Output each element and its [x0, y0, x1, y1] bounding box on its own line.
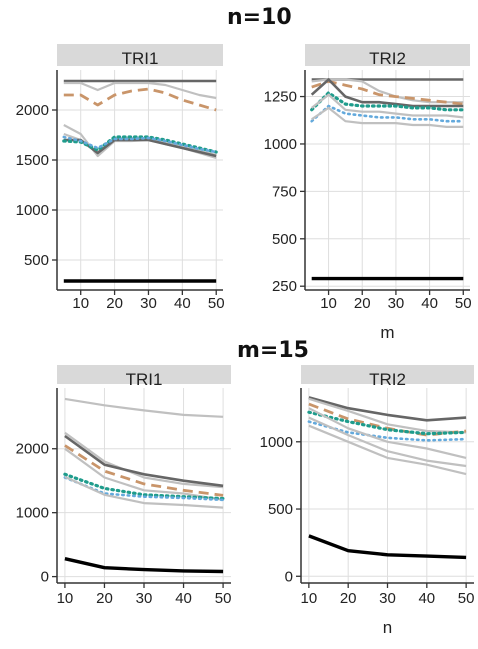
series-line-blue-dot	[310, 104, 465, 123]
series-line-light-solid	[63, 81, 217, 100]
x-tick-label: 30	[136, 590, 153, 607]
panel-strip-label: TRI1	[122, 49, 159, 68]
y-tick-label: 500	[272, 231, 297, 248]
series-line-teal-dot	[63, 472, 225, 501]
y-tick-label: 1000	[264, 136, 297, 153]
x-tick-label: 40	[421, 295, 438, 312]
x-tick-label: 10	[57, 590, 74, 607]
y-tick-label: 500	[268, 501, 293, 518]
y-tick-label: 750	[272, 183, 297, 200]
y-tick-label: 500	[24, 252, 49, 269]
y-tick-label: 1250	[264, 89, 297, 106]
series-line-tan-dash	[64, 444, 224, 497]
y-tick-label: 250	[272, 278, 297, 295]
y-tick-label: 0	[285, 568, 293, 585]
series-line-light-solid	[63, 124, 217, 160]
series-line-light-solid	[308, 424, 467, 476]
series-line-light-solid	[64, 447, 224, 501]
series-line-light-solid	[64, 397, 224, 418]
panel-tri1-2: TRI1 0 1000 2000 10 20 30 40 50	[16, 365, 232, 607]
panel-strip	[57, 44, 223, 66]
series-line-light-solid	[311, 93, 464, 119]
x-tick-label: 10	[320, 295, 337, 312]
panel-strip-label: TRI2	[369, 370, 406, 389]
x-axis-title: m	[380, 323, 394, 342]
x-tick-label: 50	[455, 295, 472, 312]
top-section-title: n=10	[227, 5, 292, 30]
x-axis-title: n	[383, 618, 392, 637]
panel-strip-label: TRI1	[126, 370, 163, 389]
x-tick-label: 50	[208, 295, 225, 312]
series-line-tan-dash	[311, 80, 464, 106]
x-tick-label: 50	[458, 590, 475, 607]
x-tick-label: 30	[379, 590, 396, 607]
series-line-light-solid	[64, 475, 224, 509]
panel-strip	[301, 365, 474, 384]
x-tick-label: 10	[301, 590, 318, 607]
y-tick-label: 1000	[16, 202, 49, 219]
series-line-light-solid	[308, 416, 467, 468]
panel-tri2-1: TRI2 250 500 750 1000 1250 10 20 30 40 50 m	[264, 44, 472, 342]
panel-tri1-0: TRI1 500 1000 1500 2000 10 20 30 40 50	[16, 44, 225, 312]
x-tick-label: 20	[106, 295, 123, 312]
series-line-teal-dot	[310, 91, 465, 112]
series-line-dark-solid	[310, 78, 464, 108]
series-line-dark-solid	[64, 434, 224, 488]
x-tick-label: 20	[340, 590, 357, 607]
y-tick-label: 1500	[16, 152, 49, 169]
y-tick-label: 1000	[16, 505, 49, 522]
y-tick-label: 2000	[16, 102, 49, 119]
x-tick-label: 40	[175, 590, 192, 607]
series-line-light-solid	[64, 431, 224, 489]
x-tick-label: 50	[215, 590, 232, 607]
series-line-teal-dot	[307, 410, 468, 436]
panel-strip	[57, 365, 231, 384]
x-tick-label: 20	[96, 590, 113, 607]
series-line-black-thick	[64, 557, 224, 574]
bottom-section-title: m=15	[237, 338, 309, 363]
x-tick-label: 30	[388, 295, 405, 312]
series-line-dark-solid	[308, 396, 467, 422]
series-line-black-thick	[308, 534, 467, 560]
x-tick-label: 40	[174, 295, 191, 312]
panel-strip	[305, 44, 470, 66]
x-tick-label: 10	[72, 295, 89, 312]
y-tick-label: 0	[41, 569, 49, 586]
series-line-light-solid	[308, 407, 467, 459]
y-tick-label: 2000	[16, 441, 49, 458]
panel-tri2-3: TRI2 0 500 1000 10 20 30 40 50 n	[260, 365, 475, 637]
series-line-tan-dash	[63, 87, 217, 112]
x-tick-label: 40	[418, 590, 435, 607]
x-tick-label: 20	[354, 295, 371, 312]
series-line-blue-dot	[62, 135, 218, 154]
series-line-light-solid	[311, 106, 464, 129]
y-tick-label: 1000	[260, 434, 293, 451]
series-line-light-solid	[308, 397, 467, 434]
x-tick-label: 30	[140, 295, 157, 312]
panel-strip-label: TRI2	[369, 49, 406, 68]
